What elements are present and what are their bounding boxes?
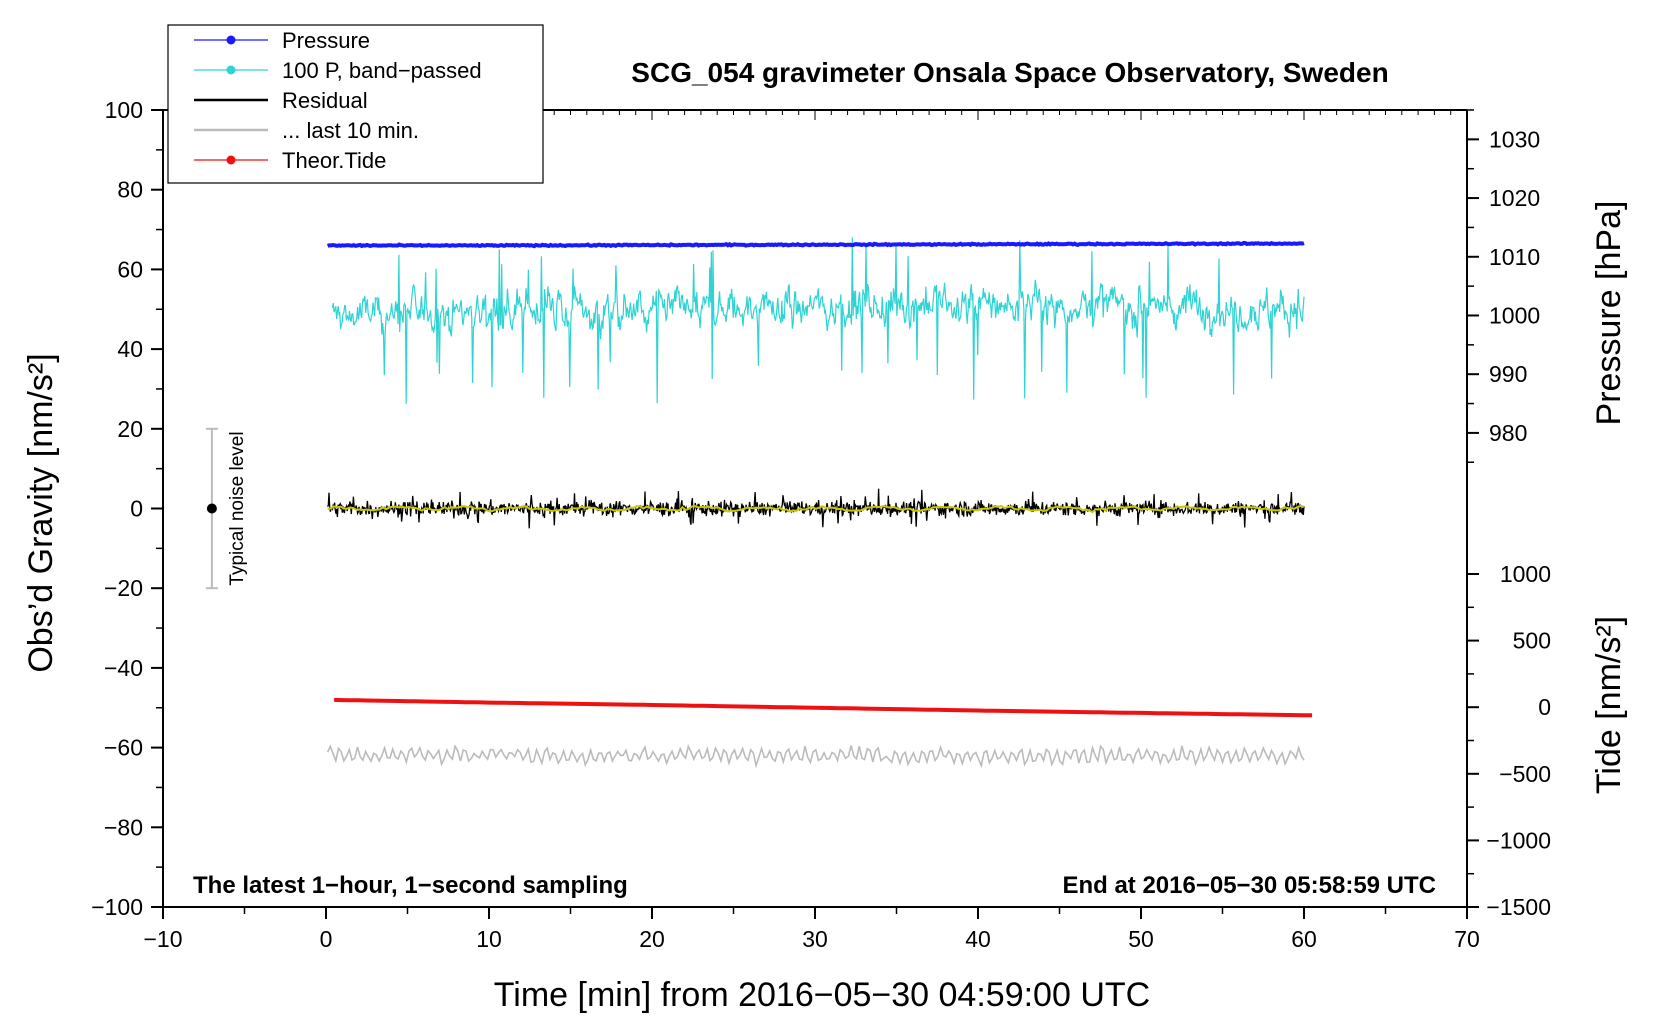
x-tick-label: 0 bbox=[320, 926, 333, 952]
y-tide-tick-label: 1000 bbox=[1500, 561, 1551, 587]
legend-label: Residual bbox=[282, 88, 368, 113]
series-pressure-line bbox=[326, 240, 1305, 249]
noise-level-label: Typical noise level bbox=[227, 431, 248, 585]
x-tick-label: 70 bbox=[1454, 926, 1480, 952]
legend-item: Pressure bbox=[194, 28, 370, 53]
legend-swatch-marker bbox=[226, 35, 236, 45]
y-axis-pressure-title: Pressure [hPa] bbox=[1590, 201, 1628, 426]
y-left-tick-label: −100 bbox=[91, 894, 143, 920]
y-pressure-tick-label: 1020 bbox=[1489, 185, 1540, 211]
y-left-tick-label: 40 bbox=[117, 336, 143, 362]
note-end-time: End at 2016−05−30 05:58:59 UTC bbox=[1062, 872, 1436, 899]
legend-label: Theor.Tide bbox=[282, 148, 386, 173]
noise-bar-center-dot bbox=[206, 503, 217, 514]
data-layer bbox=[326, 237, 1313, 769]
y-axis-left-title: Obs’d Gravity [nm/s²] bbox=[22, 353, 60, 672]
y-tide-tick-label: −500 bbox=[1499, 761, 1551, 787]
legend-item: 100 P, band−passed bbox=[194, 58, 482, 83]
y-pressure-tick-label: 1030 bbox=[1489, 126, 1540, 152]
y-left-tick-label: 60 bbox=[117, 256, 143, 282]
y-tide-tick-label: 0 bbox=[1538, 694, 1551, 720]
y-left-tick-label: 0 bbox=[130, 496, 143, 522]
series-theor-tide-line bbox=[334, 697, 1313, 718]
legend-swatch-marker bbox=[226, 65, 236, 75]
legend-items: Pressure 100 P, band−passed Residual ... la… bbox=[194, 28, 482, 173]
x-tick-label: 50 bbox=[1128, 926, 1154, 952]
x-tick-label: 40 bbox=[965, 926, 991, 952]
legend-swatch-marker bbox=[226, 155, 236, 165]
y-left-tick-label: −80 bbox=[104, 814, 143, 840]
x-tick-label: 10 bbox=[476, 926, 502, 952]
x-tick-label: 60 bbox=[1291, 926, 1317, 952]
legend-label: 100 P, band−passed bbox=[282, 58, 482, 83]
x-axis-title: Time [min] from 2016−05−30 04:59:00 UTC bbox=[494, 976, 1150, 1014]
legend-item: ... last 10 min. bbox=[194, 118, 419, 143]
legend-item: Theor.Tide bbox=[194, 148, 386, 173]
x-tick-label: −10 bbox=[143, 926, 182, 952]
chart-title: SCG_054 gravimeter Onsala Space Observat… bbox=[631, 57, 1388, 88]
y-left-tick-label: −60 bbox=[104, 735, 143, 761]
y-left-tick-label: 100 bbox=[105, 97, 143, 123]
y-tide-tick-label: −1500 bbox=[1486, 894, 1551, 920]
y-pressure-tick-label: 990 bbox=[1489, 361, 1527, 387]
axes-layer: −10 0 10 20 30 40 50 60 70100806040200−20−40−60−… bbox=[91, 97, 1551, 952]
y-pressure-tick-label: 980 bbox=[1489, 420, 1527, 446]
y-pressure-tick-label: 1000 bbox=[1489, 302, 1540, 328]
note-sampling: The latest 1−hour, 1−second sampling bbox=[193, 872, 628, 899]
series-last-10-min-line bbox=[326, 744, 1305, 769]
legend-label: ... last 10 min. bbox=[282, 118, 419, 143]
series-residual-smoothed-line bbox=[327, 504, 1305, 514]
y-left-tick-label: 20 bbox=[117, 416, 143, 442]
y-tide-tick-label: 500 bbox=[1513, 628, 1551, 654]
legend-item: Residual bbox=[194, 88, 368, 113]
y-tide-tick-label: −1000 bbox=[1486, 827, 1551, 853]
y-left-tick-label: −40 bbox=[104, 655, 143, 681]
legend-label: Pressure bbox=[282, 28, 370, 53]
y-left-tick-label: 80 bbox=[117, 177, 143, 203]
y-axis-tide-title: Tide [nm/s²] bbox=[1590, 616, 1628, 794]
x-tick-label: 30 bbox=[802, 926, 828, 952]
series-band-passed-line bbox=[331, 237, 1305, 404]
legend: Pressure 100 P, band−passed Residual ... la… bbox=[167, 24, 544, 184]
y-left-tick-label: −20 bbox=[104, 575, 143, 601]
y-pressure-tick-label: 1010 bbox=[1489, 244, 1540, 270]
x-tick-label: 20 bbox=[639, 926, 665, 952]
noise-level-indicator: Typical noise level bbox=[205, 427, 248, 590]
